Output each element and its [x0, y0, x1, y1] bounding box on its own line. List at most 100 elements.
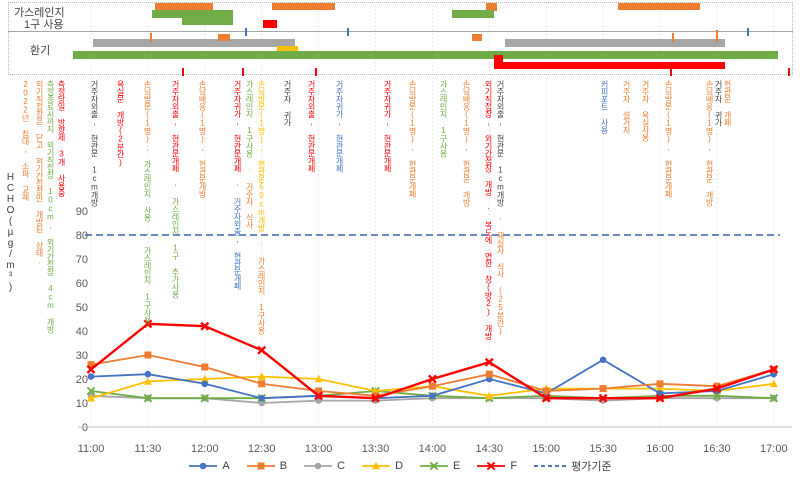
event-tick — [747, 28, 749, 36]
event-annotation-text: 손님배웅(1명), 현관문 개방 — [705, 80, 714, 206]
series-B — [87, 351, 778, 400]
x-tick-label: 11:00 — [78, 443, 105, 455]
event-annotation-text: 거주자귀가, 현관문개폐 — [335, 80, 344, 172]
event-annotation: 외기직접창은 닫고 외기간접창만 개방된 상태. — [35, 80, 44, 352]
y-tick-label: 50 — [76, 302, 88, 314]
activity-bar — [277, 46, 298, 54]
x-tick-label: 14:30 — [476, 443, 504, 455]
x-tick-label: 15:00 — [532, 443, 560, 455]
event-annotation: 커피포트 사용 — [600, 80, 609, 352]
event-annotation-text: 손님방문(1명), 현관문개폐 — [408, 80, 417, 198]
data-point — [599, 356, 607, 364]
data-point — [86, 386, 96, 396]
data-point — [258, 380, 266, 388]
legend-label-A: A — [222, 460, 230, 472]
event-tick — [182, 68, 184, 76]
activity-bar — [272, 3, 335, 10]
data-point — [201, 380, 209, 388]
event-annotation-text: 손님배웅(1명), 현관문개방 — [198, 80, 207, 198]
event-tick — [150, 33, 152, 42]
y-tick-label: 10 — [76, 398, 88, 410]
data-point — [200, 462, 207, 470]
x-tick-label: 11:30 — [135, 443, 162, 455]
event-annotation-text: 거주자귀가, 현관문개폐 — [383, 80, 392, 172]
data-point — [372, 461, 381, 470]
event-annotation: 외기직접창, 외기간접창 개방 · 복도에 면한 창(방2) 개방 — [484, 80, 493, 352]
data-point — [257, 345, 267, 355]
event-annotation-text: 외기직접창은 닫고 외기간접창만 개방된 상태. — [35, 80, 44, 265]
legend-item-F: F — [476, 460, 517, 472]
data-point — [769, 379, 778, 388]
x-tick-label: 15:30 — [589, 443, 617, 455]
event-annotation: 거주자귀가, 현관문개폐 · 거주자외출, 현관문개폐 — [233, 80, 242, 352]
legend-item-B: B — [246, 460, 287, 472]
data-point — [598, 393, 608, 403]
data-point — [314, 462, 322, 470]
data-point — [86, 364, 96, 374]
y-axis-title: HCHO(µg/m³) — [5, 172, 16, 293]
legend-swatch-F — [477, 461, 506, 471]
legend-label-D: D — [395, 460, 404, 472]
activity-bar — [263, 20, 277, 28]
event-tick — [670, 68, 672, 76]
event-annotation-text: 손님방문(1명), 현관문개폐 — [664, 80, 673, 198]
activity-bar — [452, 10, 494, 18]
event-annotation: 거주자 귀가 — [283, 80, 292, 352]
x-tick-label: 12:30 — [248, 443, 276, 455]
event-annotation-text: 가스레인지 1구사용 — [257, 257, 266, 334]
legend-label-B: B — [279, 460, 288, 472]
activity-band-separator — [8, 31, 793, 32]
activity-bar — [486, 3, 497, 11]
event-tick — [716, 30, 718, 42]
event-annotation-text: 2022년 침대, 소파 교체 — [21, 80, 30, 201]
y-tick-label: 70 — [76, 254, 88, 266]
event-annotation: 거주자귀가, 현관문개폐 — [383, 80, 392, 352]
data-point — [428, 382, 436, 390]
activity-bar — [155, 3, 213, 10]
event-annotation: 거주자외출, 현관문개폐 — [307, 80, 316, 352]
data-point — [769, 364, 779, 374]
data-point — [200, 321, 210, 331]
legend-item-A: A — [188, 460, 230, 472]
event-tick — [788, 68, 790, 76]
band-label-gas-range-line1: 가스레인지 — [14, 7, 65, 19]
activity-bar — [73, 51, 778, 59]
event-annotation: 2022년 침대, 소파 교체 — [21, 80, 30, 352]
data-point — [712, 384, 722, 394]
event-annotation-text: 가스레인지 1구사용 · — [245, 80, 254, 183]
activity-bar — [618, 3, 700, 10]
x-tick-label: 12:00 — [191, 443, 219, 455]
data-point — [769, 393, 779, 403]
legend-label-reference: 평가기준 — [571, 461, 612, 473]
activity-bar — [182, 17, 233, 25]
event-annotation: 손님방문(1명), 가스레인지 사용 · 가스레인지 1구사용 — [143, 80, 152, 352]
event-annotation-text: 거주자외출, 현관문개폐 — [233, 197, 242, 290]
y-tick-label: 60 — [76, 278, 88, 290]
data-point — [143, 393, 153, 403]
event-annotation-text: 측정종료시까지 외기직접창 10cm, 외기간접창 4cm 개방 — [46, 80, 55, 333]
legend-label-E: E — [453, 460, 461, 472]
x-tick-label: 16:00 — [646, 443, 674, 455]
event-tick — [315, 68, 317, 76]
data-point — [144, 370, 152, 378]
data-point — [427, 374, 437, 384]
event-annotation-text: 거주자 설거지 — [622, 80, 631, 134]
event-annotation-text: 현관문 개폐 — [723, 80, 732, 126]
x-tick-label: 13:30 — [362, 443, 390, 455]
data-point — [541, 393, 551, 403]
event-annotation: 손님방문(1명), 현관문개폐 — [664, 80, 673, 352]
event-annotation-text: 거주자 귀가 — [714, 80, 723, 126]
x-tick-label: 16:30 — [703, 443, 731, 455]
data-point — [257, 462, 265, 470]
data-point — [87, 373, 95, 380]
event-annotation-text: 욕실문 개방(2분간) — [116, 80, 125, 167]
event-annotation: 욕실문 개방(2분간) — [116, 80, 125, 352]
band-label-ventilation: 환기 — [30, 45, 51, 57]
event-annotation-text: 가스레인지 사용 · 가스레인지 1구사용 — [143, 160, 152, 324]
data-point — [429, 392, 436, 400]
series-F — [86, 319, 779, 403]
data-point — [542, 387, 550, 395]
data-point — [372, 392, 379, 400]
event-annotation-text: 외기직접창, 외기간접창 개방 · 복도에 면한 창(방2) 개방 — [484, 80, 493, 340]
data-point — [258, 394, 266, 402]
